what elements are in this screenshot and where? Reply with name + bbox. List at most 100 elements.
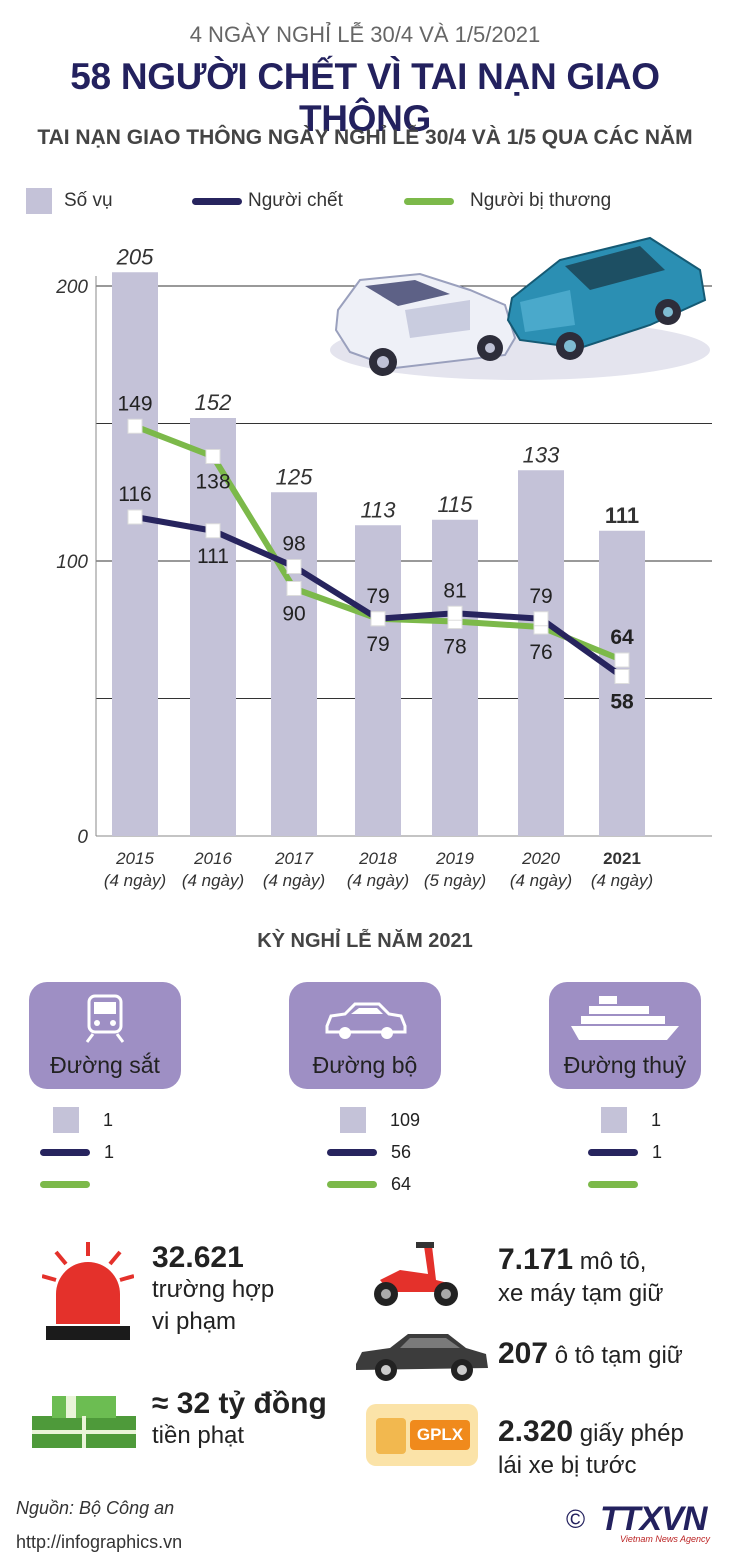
injured-point-2021 [614, 652, 630, 668]
agency-name: TTXVN [600, 1500, 707, 1538]
deaths-label-2021: 58 [610, 691, 634, 714]
legend-injured-swatch [404, 197, 454, 205]
bar-label-2021: 111 [605, 503, 639, 528]
licenses-text-1: giấy phép [579, 1420, 684, 1447]
ship-icon [571, 996, 679, 1040]
license-card-icon: GPLX [366, 1404, 478, 1466]
accident-chart: 0 100 200 205 152 125 113 115 133 111 149 138 90 79 78… [55, 236, 712, 890]
road-cases-row: 109 [327, 1106, 420, 1134]
x-label-2018: 2018 [358, 849, 397, 868]
deaths-point-2018 [370, 611, 386, 627]
violations-number: 32.621 [152, 1241, 244, 1274]
deaths-label-2019: 81 [443, 579, 466, 602]
water-cases-swatch [601, 1107, 627, 1133]
train-icon [85, 994, 125, 1043]
injured-point-2015 [127, 418, 143, 434]
water-deaths-row: 1 [588, 1138, 662, 1166]
license-card-label: GPLX [410, 1420, 470, 1450]
ttxvn-logo: © TTXVN Vietnam News Agency [566, 1500, 716, 1546]
legend-injured: Người bị thương [404, 186, 611, 216]
x-label-2015: 2015 [115, 849, 154, 868]
legend-deaths-swatch [192, 197, 242, 205]
cars-text: ô tô tạm giữ [554, 1342, 683, 1369]
injured-label-2019: 78 [443, 636, 466, 659]
bar-label-2015: 205 [116, 244, 154, 269]
deaths-point-2021 [614, 669, 630, 684]
rail-deaths-value: 1 [104, 1141, 115, 1162]
rail-injured-row [40, 1170, 104, 1198]
license-photo-icon [376, 1418, 406, 1454]
x-sublabel-2020: (4 ngày) [510, 871, 572, 890]
injured-point-2017 [286, 581, 302, 596]
deaths-point-2020 [533, 611, 549, 627]
bar-2020 [518, 470, 564, 836]
injured-label-2020: 76 [529, 641, 552, 664]
source-note: Nguồn: Bộ Công an [16, 1498, 175, 1518]
violations-text-1: trường hợp [152, 1276, 275, 1303]
y-tick-label-200: 200 [55, 277, 88, 298]
legend-cases: Số vụ [26, 186, 113, 216]
deaths-point-2019 [447, 605, 463, 621]
x-sublabel-2019: (5 ngày) [424, 871, 486, 890]
rail-cases-value: 1 [103, 1109, 114, 1130]
motorbikes-number: 7.171 [498, 1243, 574, 1276]
money-icon [32, 1396, 136, 1448]
legend-cases-swatch [26, 188, 52, 214]
road-injured-row: 64 [327, 1170, 411, 1198]
road-cases-value: 109 [390, 1109, 421, 1130]
x-sublabel-2016: (4 ngày) [182, 871, 244, 890]
copyright-icon: © [566, 1504, 586, 1534]
deaths-point-2015 [127, 509, 143, 525]
chart-title: TAI NẠN GIAO THÔNG NGÀY NGHỈ LỄ 30/4 VÀ … [37, 126, 693, 149]
water-deaths-value: 1 [652, 1141, 663, 1162]
deaths-point-2016 [205, 523, 221, 539]
injured-label-2016: 138 [195, 471, 230, 494]
rail-deaths-swatch [40, 1148, 90, 1156]
sedan-icon [356, 1334, 488, 1381]
legend-deaths-label: Người chết [248, 190, 343, 211]
mode-rail-label: Đường sắt [50, 1052, 160, 1078]
scooter-icon [374, 1242, 458, 1306]
siren-icon [42, 1242, 134, 1340]
x-label-2017: 2017 [274, 849, 313, 868]
bar-label-2019: 115 [437, 492, 473, 517]
mode-road-label: Đường bộ [312, 1052, 418, 1078]
source-url[interactable]: http://infographics.vn [16, 1532, 183, 1552]
road-deaths-row: 56 [327, 1138, 411, 1166]
road-injured-swatch [327, 1180, 377, 1188]
water-cases-value: 1 [651, 1109, 662, 1130]
section-2021-title: KỲ NGHỈ LỄ NĂM 2021 [257, 930, 473, 952]
rail-deaths-row: 1 [40, 1138, 114, 1166]
mode-card-water: Đường thuỷ [549, 982, 701, 1089]
licenses-text-2: lái xe bị tước [498, 1452, 637, 1479]
bar-label-2020: 133 [523, 442, 560, 467]
licenses-number: 2.320 [498, 1415, 574, 1448]
x-sublabel-2017: (4 ngày) [263, 871, 325, 890]
x-label-2020: 2020 [521, 849, 560, 868]
injured-label-2017: 90 [282, 603, 305, 626]
bar-label-2018: 113 [360, 497, 396, 522]
injured-point-2016 [205, 449, 221, 464]
agency-subtitle: Vietnam News Agency [620, 1534, 711, 1544]
deaths-label-2015: 116 [118, 483, 151, 506]
cars-fact: 207 ô tô tạm giữ [498, 1338, 683, 1372]
teal-car-icon [506, 236, 707, 360]
y-tick-label-0: 0 [77, 827, 88, 848]
water-injured-row [588, 1170, 652, 1198]
bar-2019 [432, 519, 478, 836]
mode-card-rail: Đường sắt [29, 982, 181, 1089]
mode-water-label: Đường thuỷ [563, 1052, 687, 1078]
mode-card-road: Đường bộ [289, 982, 441, 1089]
x-sublabel-2015: (4 ngày) [104, 871, 166, 890]
cars-number: 207 [498, 1337, 549, 1370]
deaths-label-2017: 98 [282, 533, 305, 556]
x-label-2016: 2016 [193, 849, 232, 868]
bar-label-2016: 152 [195, 390, 232, 415]
x-sublabel-2021: (4 ngày) [591, 871, 653, 890]
legend-cases-label: Số vụ [64, 190, 113, 211]
motorbikes-text-1: mô tô, [579, 1248, 647, 1275]
injured-label-2018: 79 [366, 585, 389, 608]
deaths-label-2018: 79 [366, 633, 389, 656]
white-car-icon [334, 272, 517, 376]
rail-cases-swatch [53, 1107, 79, 1133]
